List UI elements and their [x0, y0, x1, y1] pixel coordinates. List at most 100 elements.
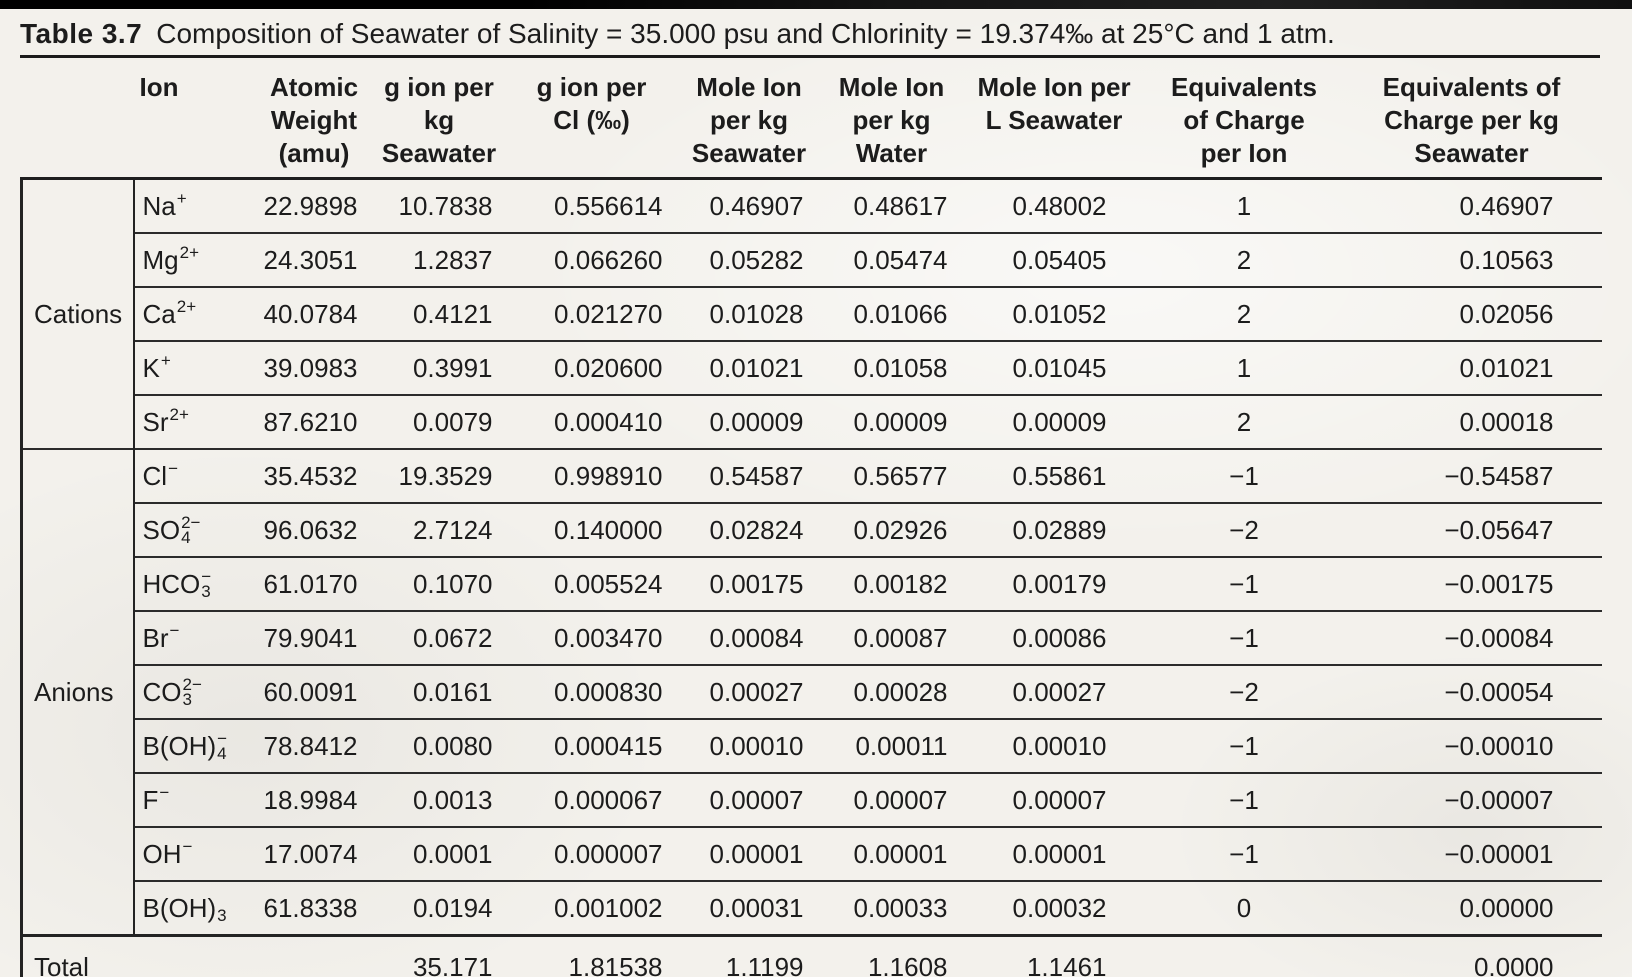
table-row: Sr 2+ 87.6210 0.0079 0.000410 0.00009 0.00009 0…: [22, 394, 1602, 449]
cell-mole_ion_per_l_seawater: 0.01052: [961, 286, 1147, 341]
column-header-group: [21, 58, 134, 180]
cell-g_ion_per_kg_seawater: 19.3529: [371, 448, 507, 503]
cell-atomic_weight_amu: 18.9984: [256, 772, 372, 827]
cell-g_ion_per_cl_permil: 0.021270: [506, 286, 677, 341]
table-row: Anions Cl −35.4532 19.3529 0.998910 0.54587 0.…: [20, 448, 1602, 936]
cell-atomic_weight_amu: 78.8412: [256, 718, 372, 773]
ion-superscript: −: [201, 567, 212, 586]
total-row: Total 35.171 1.81538 1.1199 1.1608 1.1461 0.00…: [20, 934, 1602, 977]
ion-subscript: [177, 206, 187, 221]
ion-charge-stack: +: [176, 189, 187, 221]
ion-superscript: +: [160, 351, 171, 370]
ion-formula: Mg 2+: [142, 243, 200, 276]
ion-formula-cell: K +: [133, 340, 257, 395]
ion-formula-cell: SO 2− 4: [133, 502, 257, 557]
ion-subscript: [180, 260, 199, 275]
cell-g_ion_per_kg_seawater: 10.7838: [398, 190, 493, 221]
cell-mole_ion_per_kg_seawater: 0.00007: [676, 772, 822, 827]
cell-equivalents_of_charge_per_kg_seawater: −0.00001: [1341, 826, 1602, 881]
total-cell-g_ion_per_cl_permil: 1.81538: [506, 934, 677, 977]
ion-superscript: −: [217, 729, 228, 748]
cell-equivalents_of_charge_per_ion: −2: [1146, 664, 1342, 719]
ion-superscript: −: [182, 837, 193, 856]
ion-formula-cell: Mg 2+: [133, 232, 257, 287]
ion-symbol: B(OH): [142, 730, 217, 761]
column-header-mole_ion_per_kg_water: Mole Ion per kg Water: [821, 58, 962, 180]
table-row: B(OH) 3 61.8338 0.0194 0.001002 0.00031 0.0003…: [22, 880, 1602, 936]
cell-g_ion_per_kg_seawater: 2.7124: [371, 502, 507, 557]
header-row: Ion Atomic Weight (amu) g ion per kg Seawa…: [21, 58, 1602, 180]
ion-charge-stack: −: [168, 459, 178, 491]
cell-atomic_weight_amu: 35.4532: [256, 448, 372, 503]
column-header-mole_ion_per_l_seawater: Mole Ion per L Seawater: [961, 58, 1147, 180]
table-row: B(OH) −4 78.8412 0.0080 0.000415 0.00010 0.000…: [22, 718, 1602, 773]
ion-symbol: Ca: [142, 298, 176, 329]
cell-g_ion_per_cl_permil: 0.001002: [506, 880, 677, 936]
column-header-g_ion_per_cl_permil: g ion per Cl (‰): [506, 58, 677, 180]
cell-g_ion_per_cl_permil: 0.066260: [506, 232, 677, 287]
cell-equivalents_of_charge_per_kg_seawater: −0.00084: [1341, 610, 1602, 665]
cell-mole_ion_per_kg_water: 0.56577: [821, 448, 962, 503]
cell-g_ion_per_cl_permil: 0.556614: [554, 190, 663, 221]
ion-charge-stack: −: [169, 621, 180, 653]
ion-symbol: OH: [142, 838, 182, 869]
ion-superscript: 2+: [169, 405, 189, 424]
cell-mole_ion_per_kg_water: 0.01066: [821, 286, 962, 341]
cell-g_ion_per_kg_seawater: 0.1070: [371, 556, 507, 611]
table-row: K +39.0983 0.3991 0.020600 0.01021 0.01058 0.0…: [22, 340, 1602, 395]
ion-symbol: SO: [142, 514, 181, 545]
group-label-cations: Cations: [20, 178, 135, 449]
cell-mole_ion_per_kg_seawater: 0.00027: [676, 664, 822, 719]
cell-mole_ion_per_l_seawater: 0.55861: [961, 448, 1147, 503]
cell-g_ion_per_kg_seawater: 0.0161: [371, 664, 507, 719]
cell-mole_ion_per_l_seawater: 0.00010: [961, 718, 1147, 773]
cell-mole_ion_per_l_seawater: 0.00001: [961, 826, 1147, 881]
ion-superscript: −: [168, 459, 178, 478]
ion-charge-stack: 2− 4: [181, 513, 201, 546]
cell-equivalents_of_charge_per_kg_seawater: −0.00054: [1341, 664, 1602, 719]
total-cell-mole_ion_per_l_seawater: 1.1461: [961, 934, 1147, 977]
caption-divider-rule: [20, 55, 1600, 58]
table-number: Table 3.7: [20, 18, 143, 49]
ion-symbol: K: [142, 352, 160, 383]
total-cell-g_ion_per_kg_seawater: 35.171: [371, 934, 507, 977]
ion-subscript: 3: [217, 906, 227, 925]
total-cell-mole_ion_per_kg_water: 1.1608: [821, 934, 962, 977]
table-row: HCO −3 61.0170 0.1070 0.005524 0.00175 0.00182…: [22, 556, 1602, 611]
table-row: Ca 2+ 40.0784 0.4121 0.021270 0.01028 0.01066 0…: [22, 286, 1602, 341]
cell-g_ion_per_cl_permil: 0.000415: [506, 718, 677, 773]
cell-equivalents_of_charge_per_ion: 1: [1146, 340, 1342, 395]
cell-g_ion_per_cl_permil: 0.005524: [506, 556, 677, 611]
cell-atomic_weight_amu: 96.0632: [256, 502, 372, 557]
ion-symbol: Mg: [142, 244, 179, 275]
total-cell-equivalents_of_charge_per_ion: [1146, 934, 1342, 977]
cell-mole_ion_per_kg_seawater: 0.00084: [676, 610, 822, 665]
ion-superscript: −: [169, 621, 180, 640]
column-header-mole_ion_per_kg_seawater: Mole Ion per kg Seawater: [676, 58, 822, 180]
cell-mole_ion_per_l_seawater: 0.00032: [961, 880, 1147, 936]
ion-formula-cell: HCO −3: [133, 556, 257, 611]
ion-formula-cell: Sr 2+: [133, 394, 257, 449]
ion-symbol: Sr: [142, 406, 169, 437]
ion-symbol: Na: [142, 190, 176, 221]
ion-charge-stack: +: [160, 351, 171, 383]
cell-g_ion_per_cl_permil: 0.000830: [506, 664, 677, 719]
cell-equivalents_of_charge_per_ion: −1: [1146, 718, 1342, 773]
ion-subscript: 3: [182, 690, 192, 709]
ion-symbol: CO: [142, 676, 182, 707]
cell-mole_ion_per_kg_seawater: 0.00001: [676, 826, 822, 881]
ion-formula-cell: B(OH) −4: [133, 718, 257, 773]
ion-formula: OH −: [142, 837, 193, 870]
ion-superscript: +: [176, 189, 187, 208]
cell-mole_ion_per_kg_seawater: 0.46907: [709, 190, 804, 221]
ion-subscript: [159, 800, 169, 815]
table-header-row: Ion Atomic Weight (amu) g ion per kg Seawa…: [21, 58, 1602, 180]
cell-equivalents_of_charge_per_kg_seawater: 0.10563: [1341, 232, 1602, 287]
cell-equivalents_of_charge_per_ion: −1: [1146, 556, 1342, 611]
column-header-atomic_weight_amu: Atomic Weight (amu): [256, 58, 372, 180]
ion-superscript: 2+: [179, 243, 200, 262]
ion-formula: B(OH) 3: [143, 893, 227, 925]
ion-superscript: 2−: [181, 513, 201, 532]
ion-subscript: 4: [217, 744, 227, 763]
total-cell-equivalents_of_charge_per_kg_seawater: 0.0000: [1341, 934, 1602, 977]
